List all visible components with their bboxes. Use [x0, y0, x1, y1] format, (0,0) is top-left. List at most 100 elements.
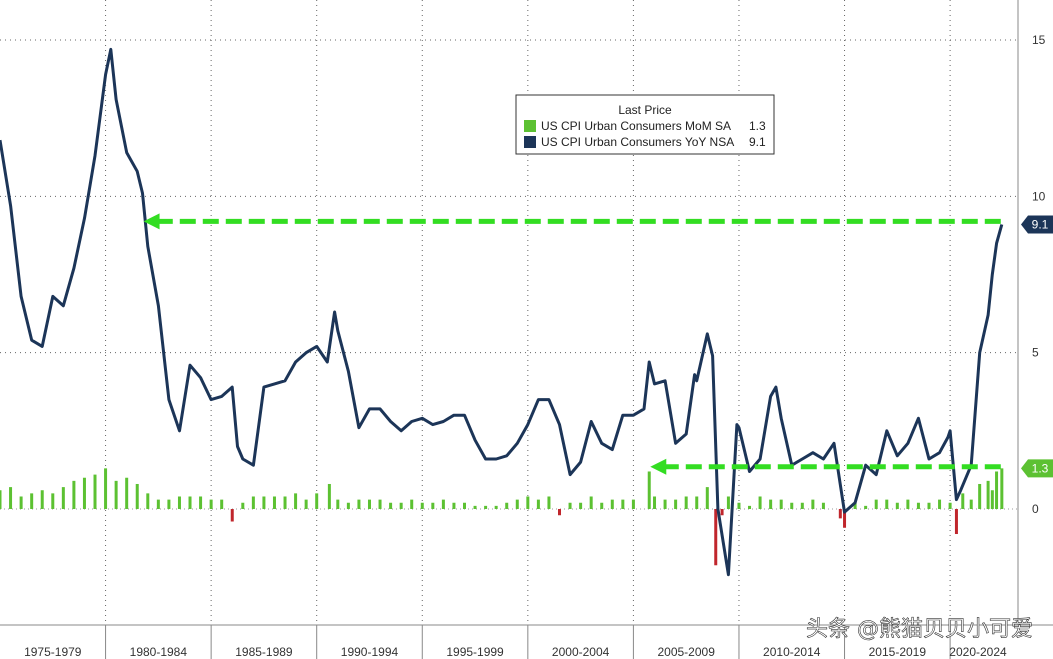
- mom-bar: [220, 499, 224, 509]
- mom-bar: [473, 505, 477, 509]
- y-axis: 15 10 5 0: [1017, 0, 1046, 625]
- mom-bar: [389, 502, 393, 509]
- mom-bar: [484, 505, 488, 509]
- mom-bar: [188, 496, 192, 509]
- mom-bar: [758, 496, 762, 509]
- mom-bar: [621, 499, 625, 509]
- mom-bar: [515, 499, 519, 509]
- value-tag-label: 9.1: [1032, 217, 1049, 231]
- arrow-head: [143, 213, 160, 230]
- mom-bar: [895, 502, 899, 509]
- mom-bar: [684, 496, 688, 509]
- mom-bar: [720, 509, 724, 516]
- mom-bar: [864, 505, 868, 509]
- mom-bar: [241, 502, 245, 509]
- mom-bar: [19, 496, 23, 509]
- yoy-series: [0, 47, 1004, 577]
- y-tick-label: 10: [1032, 189, 1046, 203]
- mom-bar: [938, 499, 942, 509]
- yoy-line: [0, 47, 1004, 577]
- mom-bar: [30, 493, 34, 509]
- mom-bar: [262, 496, 266, 509]
- mom-bar: [9, 487, 13, 509]
- mom-bar: [283, 496, 287, 509]
- mom-bar: [230, 509, 234, 522]
- mom-bar: [568, 502, 572, 509]
- value-tag-label: 1.3: [1032, 461, 1049, 475]
- x-tick-label: 1985-1989: [235, 645, 293, 659]
- legend: Last Price US CPI Urban Consumers MoM SA…: [515, 94, 775, 155]
- mom-bar: [367, 499, 371, 509]
- x-tick-label: 2015-2019: [869, 645, 927, 659]
- mom-bar: [874, 499, 878, 509]
- mom-bar: [978, 483, 982, 509]
- arrow-head: [650, 458, 667, 475]
- y-tick-label: 5: [1032, 346, 1039, 360]
- mom-bar: [357, 499, 361, 509]
- mom-bar: [906, 499, 910, 509]
- mom-bar: [589, 496, 593, 509]
- mom-bar: [961, 493, 965, 509]
- mom-bar: [431, 502, 435, 509]
- mom-bar: [199, 496, 203, 509]
- mom-bar: [61, 487, 65, 509]
- mom-bar: [93, 474, 97, 509]
- mom-bar: [505, 502, 509, 509]
- mom-bar: [714, 509, 718, 566]
- x-tick-label: 2000-2004: [552, 645, 610, 659]
- mom-bar: [327, 483, 331, 509]
- mom-bar: [769, 499, 773, 509]
- mom-bar: [462, 502, 466, 509]
- mom-bar: [82, 477, 86, 509]
- mom-bar: [631, 499, 635, 509]
- x-tick-label: 2010-2014: [763, 645, 821, 659]
- legend-swatch-mom: [524, 120, 536, 132]
- mom-bar: [990, 490, 994, 509]
- legend-label-yoy: US CPI Urban Consumers YoY NSA: [541, 135, 734, 149]
- mom-bar: [995, 471, 999, 509]
- mom-bar: [72, 480, 76, 509]
- legend-label-mom: US CPI Urban Consumers MoM SA: [541, 119, 731, 133]
- mom-bar: [695, 496, 699, 509]
- value-tags: 9.1 1.3: [1021, 215, 1053, 478]
- mom-bar: [811, 499, 815, 509]
- mom-bar: [705, 487, 709, 509]
- mom-bar: [51, 493, 55, 509]
- mom-bar: [156, 499, 160, 509]
- mom-bar: [315, 493, 319, 509]
- x-tick-label: 1975-1979: [24, 645, 82, 659]
- y-tick-label: 15: [1032, 33, 1046, 47]
- value-tag-bg: [1021, 215, 1053, 234]
- x-tick-label: 2005-2009: [657, 645, 715, 659]
- mom-bar: [378, 499, 382, 509]
- x-tick-label: 1980-1984: [130, 645, 188, 659]
- x-tick-label: 2020-2024: [949, 645, 1007, 659]
- legend-value-mom: 1.3: [749, 119, 766, 133]
- mom-bar: [0, 490, 2, 509]
- mom-bar: [779, 499, 783, 509]
- mom-bar: [399, 502, 403, 509]
- mom-bar: [452, 502, 456, 509]
- mom-bar: [494, 505, 498, 509]
- x-tick-label: 1990-1994: [341, 645, 399, 659]
- mom-bar: [790, 502, 794, 509]
- y-tick-label: 0: [1032, 502, 1039, 516]
- mom-bar: [40, 490, 44, 509]
- x-axis: 1975-1979 1980-1984 1985-1989 1990-1994 1995…: [0, 624, 1053, 659]
- legend-title: Last Price: [618, 103, 672, 117]
- mom-bar: [251, 496, 255, 509]
- mom-bar: [135, 483, 139, 509]
- mom-bar: [558, 509, 562, 516]
- x-tick-label: 1995-1999: [446, 645, 504, 659]
- mom-bar: [954, 509, 958, 535]
- mom-bar: [410, 499, 414, 509]
- mom-bar: [304, 499, 308, 509]
- mom-bar: [209, 499, 213, 509]
- watermark: 头条 @熊猫贝贝小可爱: [806, 617, 1033, 642]
- mom-bar: [1000, 468, 1004, 509]
- mom-bar: [800, 502, 804, 509]
- mom-bars: [0, 468, 1004, 566]
- grid-lines: [0, 0, 1018, 625]
- mom-bar: [526, 496, 530, 509]
